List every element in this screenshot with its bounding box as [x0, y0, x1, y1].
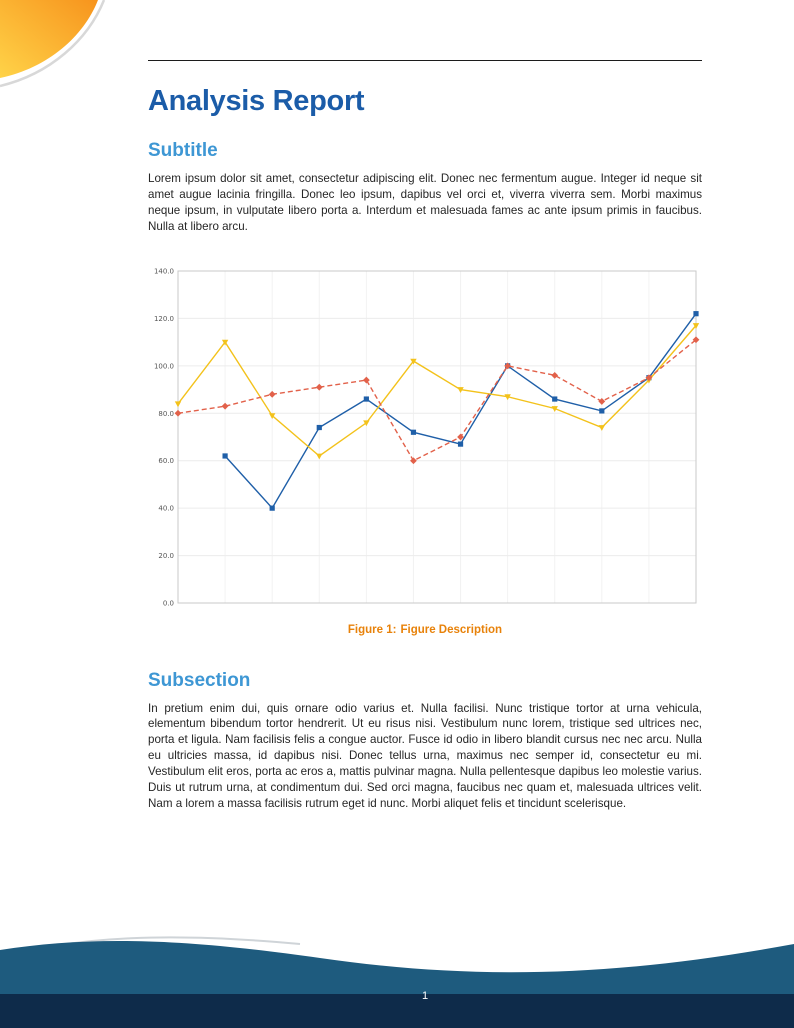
series-red-marker — [174, 409, 182, 417]
swoosh-orange-shape — [0, 0, 98, 78]
series-yellow-marker — [363, 419, 370, 426]
y-tick-label: 60.0 — [158, 457, 174, 465]
series-yellow-marker — [692, 322, 700, 329]
page-title: Analysis Report — [148, 85, 365, 117]
y-tick-label: 120.0 — [154, 314, 174, 322]
series-yellow-marker — [551, 405, 558, 412]
series-red-line — [177, 338, 697, 462]
y-tick-label: 0.0 — [163, 599, 174, 607]
figure-caption: Figure 1: Figure Description — [148, 624, 702, 636]
footer-decoration — [0, 928, 794, 1028]
corner-swoosh-decoration — [0, 0, 106, 88]
paragraph-subsection: In pretium enim dui, quis ornare odio va… — [148, 701, 702, 810]
page-number: 1 — [421, 990, 429, 1002]
series-red-marker — [362, 376, 370, 383]
series-yellow-marker — [457, 386, 464, 393]
series-blue-marker — [363, 395, 369, 402]
series-yellow-marker — [221, 339, 229, 346]
series-red-marker — [410, 456, 417, 464]
series-yellow-marker — [268, 412, 276, 419]
series-yellow-marker — [598, 424, 606, 431]
series-blue-marker — [457, 441, 464, 447]
series-blue-marker — [410, 429, 417, 435]
y-tick-label: 20.0 — [158, 552, 174, 560]
figure-caption-text: Figure Description — [400, 623, 503, 636]
series-blue-marker — [316, 424, 322, 430]
section-heading-subsection: Subsection — [148, 669, 251, 691]
figure-caption-label: Figure 1: — [347, 623, 397, 636]
paragraph-subtitle: Lorem ipsum dolor sit amet, consectetur … — [148, 172, 702, 233]
series-red-marker — [268, 390, 276, 398]
figure-chart: 0.0 20.0 40.0 60.0 80.0 100.0 120.0 140.0 — [148, 261, 700, 611]
series-yellow-marker — [504, 393, 511, 400]
series-red-marker — [504, 361, 512, 369]
series-yellow-marker — [174, 400, 182, 407]
series-blue-marker — [693, 310, 699, 316]
footer-wave-svg — [0, 936, 794, 1028]
series-blue-marker — [552, 395, 558, 402]
document-content: Analysis Report Subtitle Lorem ipsum dol… — [148, 0, 702, 812]
y-tick-label: 40.0 — [158, 504, 174, 512]
series-red-marker — [551, 371, 559, 379]
series-blue-marker — [269, 505, 275, 511]
series-red-marker — [645, 373, 653, 381]
series-blue-marker — [222, 452, 228, 459]
series-yellow-marker — [410, 358, 417, 365]
section-heading-subtitle: Subtitle — [148, 140, 218, 161]
series-red-marker — [221, 402, 229, 410]
series-yellow-line — [177, 324, 697, 457]
series-blue-marker — [599, 407, 605, 414]
header-rule — [148, 60, 702, 61]
footer-navy-strip — [0, 994, 794, 1028]
swoosh-gray-curve — [0, 0, 106, 88]
series-red-marker — [315, 383, 323, 391]
y-tick-label: 80.0 — [158, 409, 174, 417]
y-tick-label: 100.0 — [154, 362, 174, 370]
y-tick-label: 140.0 — [154, 267, 174, 275]
series-yellow-marker — [316, 453, 323, 459]
figure-chart-svg: 0.0 20.0 40.0 60.0 80.0 100.0 120.0 140.0 — [154, 267, 700, 607]
figure-block: 0.0 20.0 40.0 60.0 80.0 100.0 120.0 140.0 Figur… — [148, 261, 702, 636]
